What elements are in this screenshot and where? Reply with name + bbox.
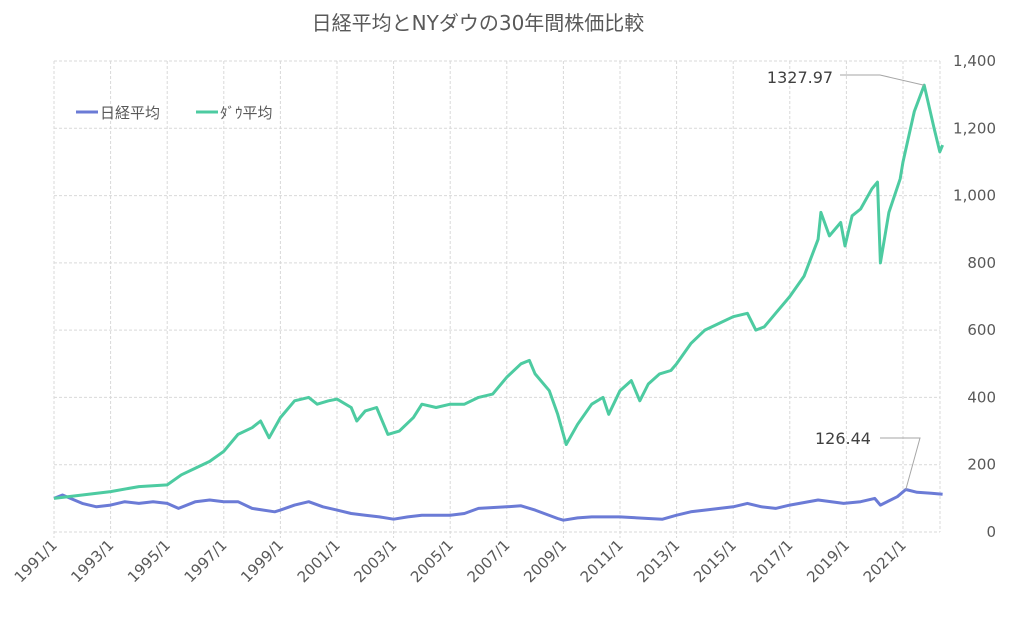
y-tick-label: 200 — [967, 456, 996, 474]
y-tick-label: 600 — [967, 321, 996, 339]
chart-title: 日経平均とNYダウの30年間株価比較 — [312, 11, 645, 35]
x-tick-label: 2021/1 — [860, 536, 910, 586]
legend-label-0: 日経平均 — [100, 104, 160, 122]
y-tick-label: 800 — [967, 254, 996, 272]
x-tick-label: 2003/1 — [350, 536, 400, 586]
annotation-leader — [880, 437, 921, 490]
annotation-leader — [840, 74, 925, 86]
x-tick-label: 1995/1 — [124, 536, 174, 586]
x-tick-label: 2007/1 — [464, 536, 514, 586]
y-tick-label: 1,000 — [953, 187, 996, 205]
y-tick-label: 400 — [967, 388, 996, 406]
series-line-0 — [53, 488, 943, 522]
x-tick-label: 2015/1 — [690, 536, 740, 586]
x-tick-label: 1993/1 — [67, 536, 117, 586]
y-tick-label: 1,400 — [953, 52, 996, 70]
x-tick-label: 2005/1 — [407, 536, 457, 586]
annotation-label: 126.44 — [815, 429, 871, 448]
x-tick-label: 2019/1 — [803, 536, 853, 586]
annotation-label: 1327.97 — [767, 68, 833, 87]
x-tick-label: 2009/1 — [520, 536, 570, 586]
x-tick-label: 2001/1 — [294, 536, 344, 586]
x-tick-label: 1991/1 — [11, 536, 61, 586]
y-tick-label: 0 — [986, 523, 996, 541]
series-line-1 — [53, 83, 944, 500]
x-tick-label: 1999/1 — [237, 536, 287, 586]
x-tick-label: 2013/1 — [633, 536, 683, 586]
x-tick-label: 1997/1 — [181, 536, 231, 586]
x-tick-label: 2011/1 — [577, 536, 627, 586]
legend-label-1: ﾀﾞｳ平均 — [220, 104, 273, 122]
x-tick-label: 2017/1 — [747, 536, 797, 586]
y-tick-label: 1,200 — [953, 119, 996, 137]
